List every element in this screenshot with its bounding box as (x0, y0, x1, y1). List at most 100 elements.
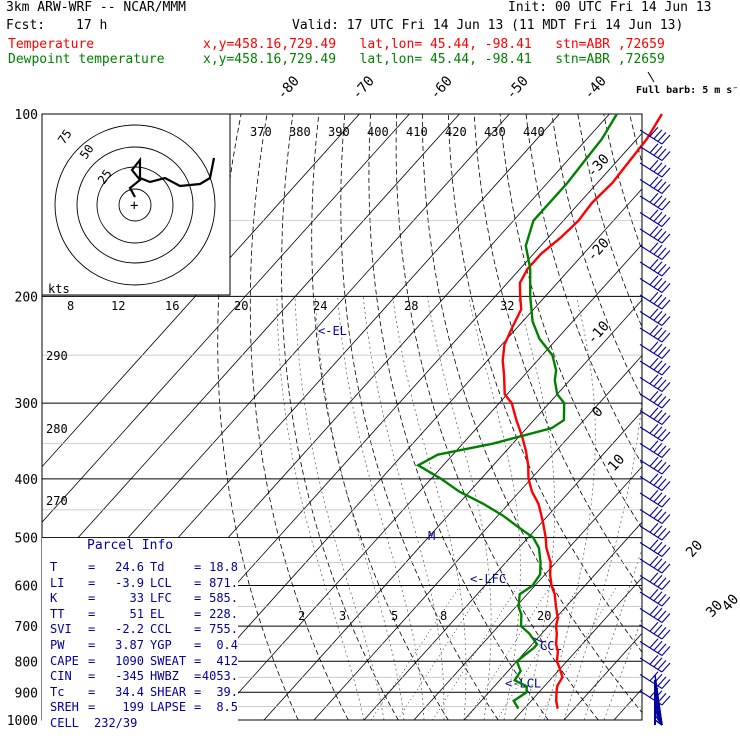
speed-scale-label: 16 (165, 299, 179, 313)
wind-barb-feather (657, 198, 667, 208)
wind-barb-feather (649, 192, 659, 203)
parcel-eq: = (88, 637, 96, 652)
parcel-param-value: 199 (122, 700, 144, 715)
wind-barb-feather (649, 473, 659, 484)
wind-barb-staff (654, 719, 663, 726)
parcel-param-name: SHEAR (150, 684, 187, 699)
wind-barb-staff (639, 278, 663, 293)
isotherm (313, 354, 642, 720)
wind-key-barb (647, 71, 655, 83)
wind-barb-feather (661, 217, 671, 227)
dry-adiabat (525, 114, 642, 465)
parcel-eq: = (88, 669, 96, 684)
mixing-ratio-label: 5 (391, 609, 398, 623)
pressure-tick-label: 700 (15, 620, 38, 635)
speed-scale-label: 20 (234, 299, 248, 313)
wind-barb-feather (653, 541, 663, 552)
pressure-tick-label: 1000 (7, 714, 38, 729)
wind-barb-staff (639, 344, 663, 359)
wind-barb-feather (661, 613, 671, 623)
isotherm (513, 577, 642, 720)
theta-label: 410 (406, 125, 428, 139)
wind-barb-feather (649, 572, 659, 583)
wind-barb-feather (649, 357, 659, 368)
theta-label: 440 (523, 125, 545, 139)
parcel-param-name: K (50, 591, 58, 606)
parcel-cell-label: CELL (50, 715, 79, 730)
wind-barb-feather (653, 244, 663, 255)
legend-temperature-name: Temperature (8, 37, 95, 52)
wind-barb-feather (653, 376, 663, 387)
wind-barb-feather (661, 629, 671, 640)
wind-barb-staff (639, 591, 663, 607)
wind-barb-feather (661, 200, 671, 211)
wind-barb-feather (661, 580, 671, 590)
wind-barb-staff (639, 179, 663, 194)
wind-barb-feather (649, 506, 659, 517)
parcel-param-name: LCL (150, 575, 172, 590)
wind-barb-feather (653, 129, 663, 140)
wind-barb-staff (639, 641, 663, 656)
pressure-tick-label: 200 (15, 290, 38, 305)
wind-barb-feather (661, 530, 671, 541)
isotherm (163, 188, 642, 720)
dry-adiabat (603, 114, 642, 252)
wind-barb-feather (657, 676, 667, 687)
isotherm-label: -50 (503, 73, 532, 103)
wind-barb-staff (639, 162, 663, 178)
hodograph-box (41, 113, 231, 296)
wind-barb-feather (649, 308, 659, 319)
wind-barb-staff (639, 146, 663, 161)
pressure-tick-label: 900 (15, 686, 38, 701)
mixing-ratio-label: 2 (298, 609, 305, 623)
legend-dewpoint-name: Dewpoint temperature (8, 52, 165, 67)
wind-barb-feather (653, 525, 663, 536)
parcel-eq: = (88, 684, 96, 699)
hodograph-ring (118, 188, 152, 222)
parcel-param-value: 39. (216, 684, 238, 699)
init-time: Init: 00 UTC Fri 14 Jun 13 (508, 0, 712, 15)
parcel-eq: = (88, 622, 96, 637)
wind-barb-feather (657, 544, 667, 555)
wind-barb-feather (649, 159, 659, 170)
wind-barb-feather (657, 610, 667, 621)
speed-scale-label: 8 (67, 299, 74, 313)
isotherm (42, 114, 460, 579)
wind-barb-feather (657, 511, 667, 522)
wind-barb-staff (639, 443, 663, 458)
wind-barb-feather (653, 162, 663, 173)
parcel-eq: = (194, 606, 202, 621)
parcel-param-value: -3.9 (115, 575, 144, 590)
wind-barb-feather (657, 247, 667, 258)
wind-barb-feather (661, 316, 671, 326)
wind-barb-feather (657, 132, 667, 142)
wind-barb-feather (661, 547, 671, 557)
wind-barb-feather (657, 313, 667, 324)
isotherm (363, 410, 642, 720)
wind-barb-feather (649, 423, 659, 434)
dry-adiabat (473, 114, 642, 592)
wind-barb-feather (657, 528, 667, 538)
wind-barb-feather (653, 393, 663, 404)
hodograph-unit-label: kts (48, 282, 70, 296)
parcel-param-value: 18.8 (209, 560, 238, 574)
wind-barb-staff (639, 459, 663, 475)
wind-barb-feather (657, 165, 667, 175)
mixing-ratio-label: 20 (537, 609, 551, 623)
parcel-param-value: 228. (209, 606, 238, 621)
wind-barb-feather (661, 646, 671, 656)
wind-barb-feather (653, 426, 663, 437)
wind-barb-feather (649, 539, 659, 550)
wind-barb-feather (657, 594, 667, 604)
parcel-param-name: LI (50, 575, 65, 590)
parcel-param-name: CCL (150, 622, 172, 637)
dry-adiabat (707, 114, 740, 720)
wind-barb-feather (657, 231, 667, 241)
wind-barb-feather (649, 258, 659, 269)
isotherm-label: 0 (589, 404, 607, 421)
parcel-eq: = (88, 560, 96, 574)
level-marker: M (428, 529, 435, 543)
wind-barb-feather (657, 627, 667, 637)
wind-barb-feather (649, 143, 659, 154)
parcel-param-name: SREH (50, 700, 79, 715)
